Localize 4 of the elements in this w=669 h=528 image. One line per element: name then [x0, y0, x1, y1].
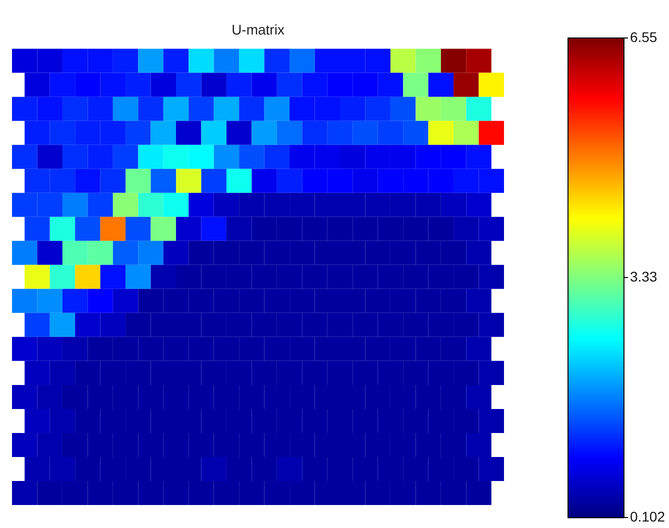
chart-title: U-matrix: [232, 21, 284, 38]
color-bar-label: 0.102: [630, 508, 666, 524]
color-bar-label: 6.55: [630, 28, 658, 45]
color-bar-label: 3.33: [630, 268, 658, 284]
